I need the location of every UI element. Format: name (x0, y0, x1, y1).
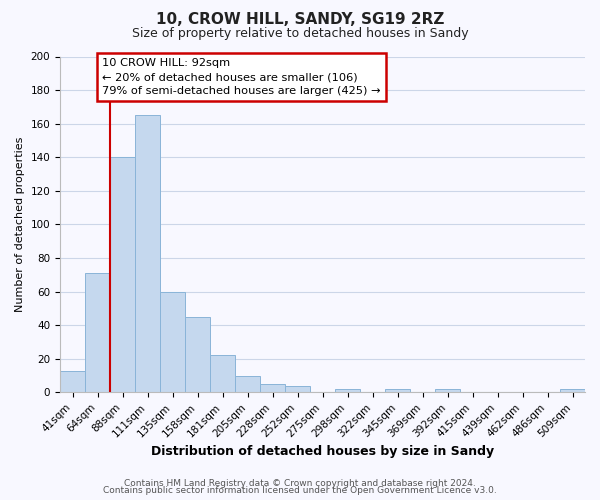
Bar (110, 158, 135, 392)
Bar (60, 370, 85, 392)
Bar (135, 116, 160, 392)
Bar (160, 292, 185, 392)
Bar (285, 386, 310, 392)
Text: 10, CROW HILL, SANDY, SG19 2RZ: 10, CROW HILL, SANDY, SG19 2RZ (156, 12, 444, 28)
X-axis label: Distribution of detached houses by size in Sandy: Distribution of detached houses by size … (151, 444, 494, 458)
Y-axis label: Number of detached properties: Number of detached properties (15, 136, 25, 312)
Text: Size of property relative to detached houses in Sandy: Size of property relative to detached ho… (131, 28, 469, 40)
Text: 10 CROW HILL: 92sqm
← 20% of detached houses are smaller (106)
79% of semi-detac: 10 CROW HILL: 92sqm ← 20% of detached ho… (102, 58, 380, 96)
Bar (335, 389, 360, 392)
Bar (185, 317, 210, 392)
Bar (435, 389, 460, 392)
Bar (560, 389, 585, 392)
Text: Contains public sector information licensed under the Open Government Licence v3: Contains public sector information licen… (103, 486, 497, 495)
Bar (85, 273, 110, 392)
Bar (385, 389, 410, 392)
Bar (260, 384, 285, 392)
Bar (235, 376, 260, 392)
Text: Contains HM Land Registry data © Crown copyright and database right 2024.: Contains HM Land Registry data © Crown c… (124, 478, 476, 488)
Bar (210, 356, 235, 393)
